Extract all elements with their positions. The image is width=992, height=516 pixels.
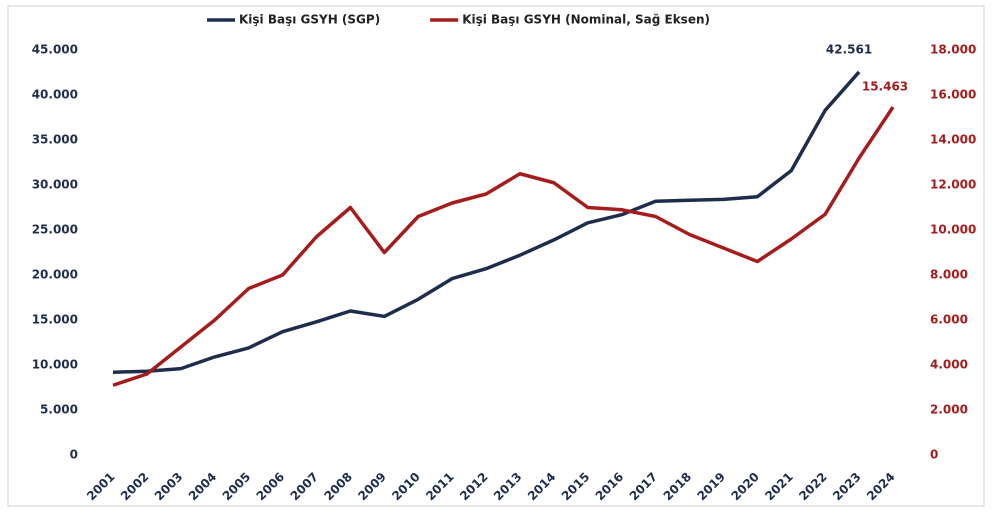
y-tick-label: 5.000 — [40, 403, 78, 417]
chart-border — [7, 5, 985, 507]
y-tick-label: 25.000 — [32, 223, 78, 237]
y-tick-label: 15.000 — [32, 313, 78, 327]
y2-tick-label: 12.000 — [930, 178, 976, 192]
y2-tick-label: 10.000 — [930, 223, 976, 237]
series-line — [112, 70, 861, 374]
y-tick-label: 40.000 — [32, 88, 78, 102]
y2-tick-label: 18.000 — [930, 43, 976, 57]
y2-tick-label: 0 — [930, 448, 938, 462]
y-tick-label: 30.000 — [32, 178, 78, 192]
y2-tick-label: 16.000 — [930, 88, 976, 102]
series-line — [112, 106, 895, 387]
y-tick-label: 20.000 — [32, 268, 78, 282]
y2-tick-label: 14.000 — [930, 133, 976, 147]
y2-tick-label: 6.000 — [930, 313, 968, 327]
y2-tick-label: 2.000 — [930, 403, 968, 417]
value-label: 15.463 — [862, 80, 908, 94]
legend-label: Kişi Başı GSYH (SGP) — [239, 13, 380, 27]
legend-label: Kişi Başı GSYH (Nominal, Sağ Eksen) — [462, 13, 710, 27]
y-tick-label: 0 — [70, 448, 78, 462]
y-tick-label: 35.000 — [32, 133, 78, 147]
y-tick-label: 10.000 — [32, 358, 78, 372]
y2-tick-label: 8.000 — [930, 268, 968, 282]
y2-tick-label: 4.000 — [930, 358, 968, 372]
value-label: 42.561 — [826, 42, 872, 56]
y-tick-label: 45.000 — [32, 43, 78, 57]
